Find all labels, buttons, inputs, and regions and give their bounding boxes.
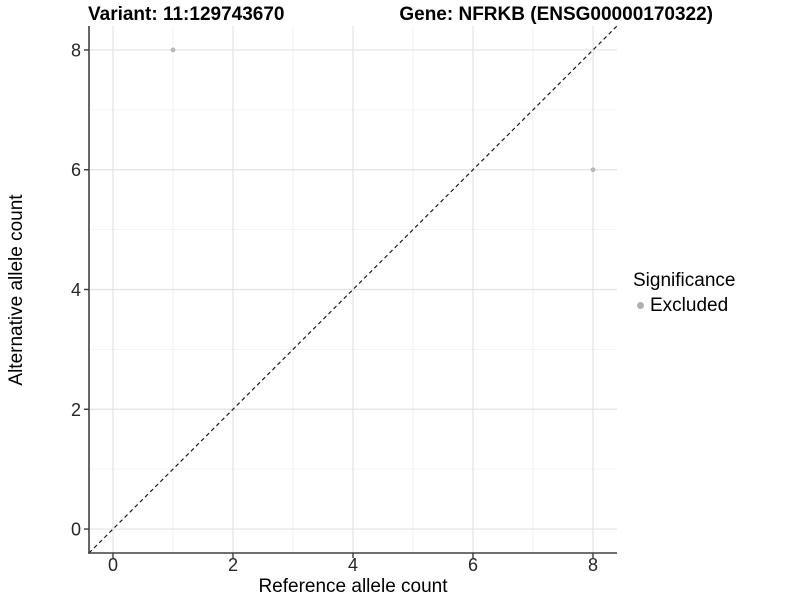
data-point [170,47,176,53]
legend-key-dot [637,302,644,310]
x-tick-label: 8 [588,555,598,575]
x-tick-label: 4 [348,555,358,575]
legend: Significance Excluded [633,270,735,317]
plot-title-variant: Variant: 11:129743670 [88,4,285,25]
y-tick-label: 0 [71,520,81,540]
y-tick-label: 6 [71,160,81,180]
legend-title: Significance [633,270,736,291]
y-axis-title: Alternative allele count [6,194,27,386]
legend-item-excluded: Excluded [633,295,735,317]
identity-reference-line [88,25,618,554]
plot-title-gene: Gene: NFRKB (ENSG00000170322) [399,4,713,25]
legend-item-label: Excluded [650,294,729,316]
x-tick-label: 2 [228,555,238,575]
y-tick-label: 8 [71,40,81,60]
x-tick-label: 0 [108,555,118,575]
x-axis-title: Reference allele count [258,576,448,597]
x-tick-label: 6 [468,555,478,575]
data-point [590,167,596,173]
y-tick-label: 2 [71,400,81,420]
y-tick-label: 4 [71,280,81,300]
